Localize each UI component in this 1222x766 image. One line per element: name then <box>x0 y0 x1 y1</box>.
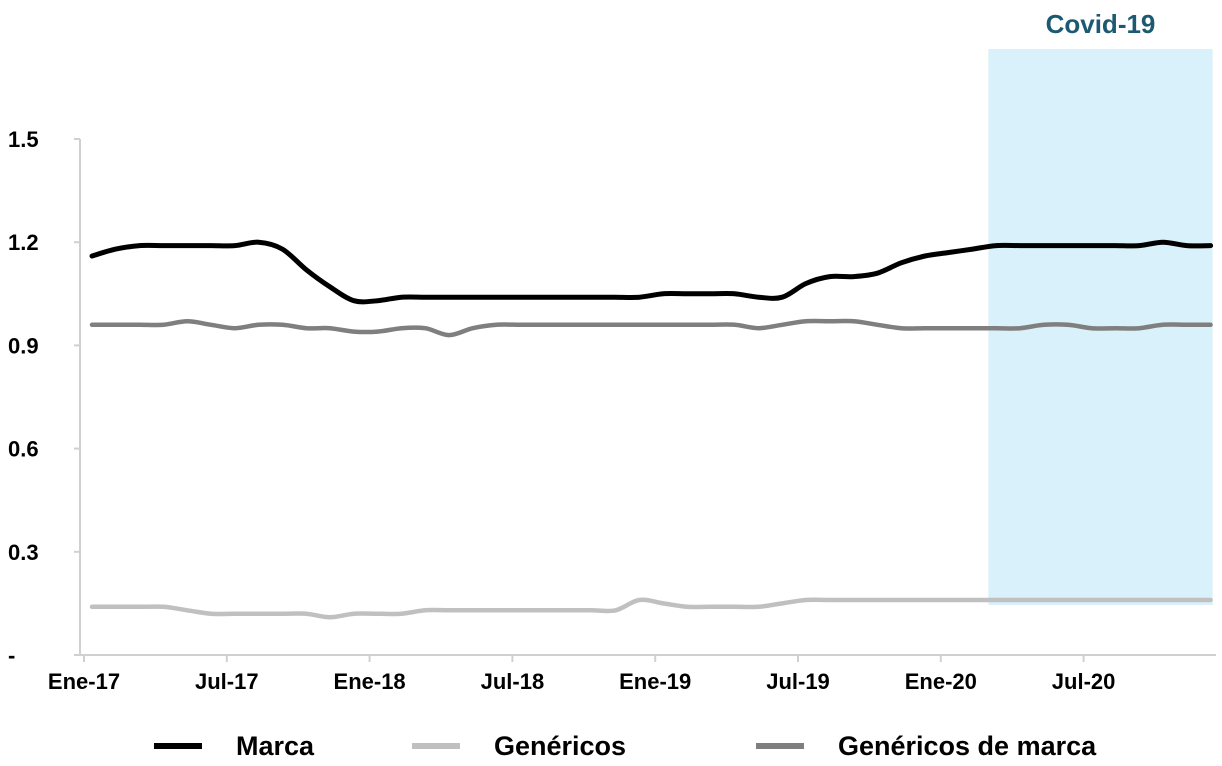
legend-swatch-genericos <box>412 743 460 749</box>
x-tick-label: Jul-20 <box>1052 669 1116 694</box>
y-tick-label: 1.2 <box>8 230 39 255</box>
series-line-marca <box>89 239 1214 305</box>
y-ticks: - 0.3 0.6 0.9 1.2 1.5 <box>8 127 80 668</box>
y-tick-label: - <box>8 643 15 668</box>
x-tick-label: Ene-17 <box>48 669 120 694</box>
line-chart: Covid-19 -0.30.60.91.21.5 Ene-17 Jul-17 En… <box>8 9 1216 694</box>
legend-swatch-genericos-de-marca <box>756 743 804 749</box>
legend: Marca Genéricos Genéricos de marca <box>0 726 1222 766</box>
legend-item-marca: Marca <box>154 726 314 766</box>
x-ticks: Ene-17 Jul-17 Ene-18 Jul-18 Ene-19 Jul-19 Ene-… <box>48 655 1115 694</box>
y-tick-label: 0.9 <box>8 333 39 358</box>
y-tick-label: 1.5 <box>8 127 39 152</box>
x-tick-label: Ene-20 <box>905 669 977 694</box>
legend-label-marca: Marca <box>236 730 315 761</box>
legend-label-genericos-de-marca: Genéricos de marca <box>838 730 1097 761</box>
legend-item-genericos-de-marca: Genéricos de marca <box>756 726 1096 766</box>
legend-swatch-marca <box>154 743 202 749</box>
x-tick-label: Jul-18 <box>481 669 545 694</box>
legend-item-genericos: Genéricos <box>412 726 626 766</box>
x-tick-label: Jul-19 <box>766 669 830 694</box>
x-tick-label: Ene-18 <box>334 669 406 694</box>
covid-label: Covid-19 <box>1046 9 1156 39</box>
y-tick-label: 0.6 <box>8 437 39 462</box>
x-tick-label: Ene-19 <box>619 669 691 694</box>
series-line-gen-ricos <box>89 597 1213 620</box>
x-tick-label: Jul-17 <box>195 669 259 694</box>
series-lines <box>89 239 1214 620</box>
y-tick-label: 0.3 <box>8 540 39 565</box>
legend-label-genericos: Genéricos <box>494 730 627 761</box>
series-line-gen-ricos-de-marca <box>89 318 1213 338</box>
